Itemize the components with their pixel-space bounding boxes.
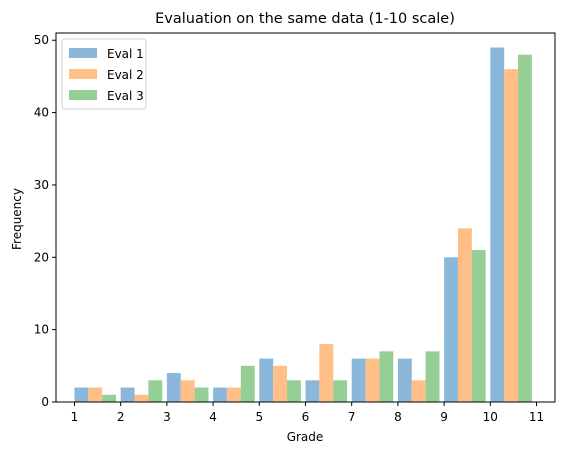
x-axis-label: Grade	[287, 430, 324, 444]
bar-eval-1-grade-1	[74, 387, 89, 402]
x-tick-label: 8	[394, 410, 402, 424]
bar-eval-2-grade-6	[319, 344, 334, 402]
bar-eval-3-grade-8	[425, 351, 440, 402]
bar-eval-3-grade-7	[379, 351, 394, 402]
bar-eval-2-grade-9	[457, 228, 472, 402]
bar-eval-1-grade-4	[213, 387, 227, 402]
bar-eval-3-grade-1	[102, 394, 117, 402]
y-tick-label: 40	[34, 106, 49, 120]
bar-eval-2-grade-10	[504, 69, 519, 403]
bar-eval-2-grade-4	[226, 387, 241, 402]
plot-frame	[55, 32, 556, 403]
x-tick-label: 9	[440, 410, 448, 424]
bar-eval-2-grade-5	[273, 365, 288, 402]
y-tick-label: 30	[34, 178, 49, 192]
bar-eval-1-grade-2	[120, 387, 135, 402]
legend-swatch	[69, 48, 97, 58]
bar-eval-1-grade-9	[444, 257, 458, 402]
y-tick-label: 50	[34, 33, 49, 47]
legend-swatch	[69, 69, 97, 79]
y-tick-label: 10	[34, 323, 49, 337]
y-tick-label: 0	[41, 395, 49, 409]
bar-eval-1-grade-7	[351, 358, 366, 402]
x-tick-label: 4	[209, 410, 217, 424]
y-axis-label: Frequency	[10, 188, 24, 250]
bar-eval-2-grade-8	[411, 380, 426, 402]
bar-eval-3-grade-6	[333, 380, 348, 402]
legend: Eval 1 Eval 2 Eval 3	[61, 38, 147, 110]
bar-eval-3-grade-3	[194, 387, 209, 402]
legend-label: Eval 1	[107, 47, 144, 61]
bar-eval-1-grade-8	[397, 358, 412, 402]
bar-eval-1-grade-3	[166, 373, 181, 402]
bar-eval-3-grade-5	[287, 380, 301, 402]
x-tick-label: 1	[71, 410, 79, 424]
x-tick-label: 11	[529, 410, 544, 424]
y-axis: 0 10 20 30 40 50	[34, 33, 56, 409]
bar-group	[74, 47, 532, 403]
bar-eval-2-grade-1	[88, 387, 103, 402]
legend-swatch	[69, 90, 97, 100]
bar-eval-2-grade-7	[365, 358, 380, 402]
legend-label: Eval 2	[107, 68, 144, 82]
bar-eval-3-grade-9	[471, 250, 486, 402]
x-tick-label: 7	[348, 410, 356, 424]
x-tick-label: 5	[255, 410, 263, 424]
x-tick-label: 10	[483, 410, 498, 424]
bar-eval-3-grade-2	[148, 380, 163, 402]
bar-eval-2-grade-3	[180, 380, 195, 402]
x-tick-label: 2	[117, 410, 125, 424]
bar-eval-3-grade-4	[240, 365, 255, 402]
x-tick-label: 3	[163, 410, 171, 424]
x-axis: 1 2 3 4 5 6 7 8 9 10 11	[71, 402, 544, 424]
bar-eval-1-grade-10	[490, 47, 505, 403]
bar-eval-3-grade-10	[518, 54, 532, 403]
legend-label: Eval 3	[107, 89, 144, 103]
bar-eval-2-grade-2	[134, 394, 149, 402]
y-tick-label: 20	[34, 250, 49, 264]
x-tick-label: 6	[302, 410, 310, 424]
bar-eval-1-grade-6	[305, 380, 320, 402]
chart-title: Evaluation on the same data (1-10 scale)	[155, 11, 455, 27]
bar-eval-1-grade-5	[259, 358, 274, 402]
